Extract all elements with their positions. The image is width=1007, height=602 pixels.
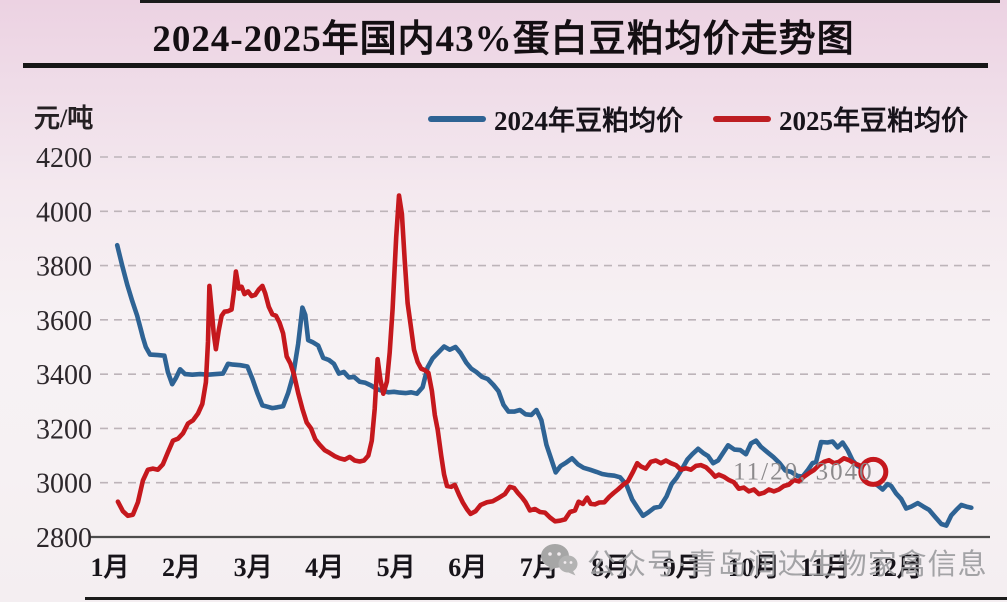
x-tick-label: 8月 [591, 553, 630, 582]
x-tick-label: 2月 [162, 553, 201, 582]
y-tick-label: 3800 [36, 252, 92, 283]
y-tick-label: 3000 [36, 469, 92, 500]
chart-legend: 2024年豆粕均价 2025年豆粕均价 [428, 99, 968, 138]
x-tick-label: 12月 [871, 553, 923, 582]
x-tick-label: 7月 [520, 553, 559, 582]
x-tick-label: 3月 [234, 553, 273, 582]
legend-swatch-2024 [428, 115, 486, 122]
data-point-annotation: 11/20, 3040 [733, 458, 874, 485]
legend-label-2024: 2024年豆粕均价 [494, 106, 683, 136]
legend-item-2024: 2024年豆粕均价 [428, 99, 683, 138]
chart-title: 2024-2025年国内43%蛋白豆粕均价走势图 [152, 19, 855, 60]
y-tick-label: 4000 [36, 197, 92, 228]
series-line-2025 [115, 193, 876, 524]
bottom-border-line [85, 597, 1007, 600]
x-tick-label: 11月 [800, 553, 851, 582]
y-tick-label: 2800 [36, 523, 92, 554]
legend-item-2025: 2025年豆粕均价 [713, 99, 968, 138]
series-end-marker [858, 456, 889, 487]
legend-swatch-2025 [713, 115, 771, 122]
legend-label-2025: 2025年豆粕均价 [779, 106, 968, 136]
series-line-2024 [114, 242, 974, 528]
title-underline [23, 63, 988, 68]
x-tick-label: 1月 [90, 553, 129, 582]
x-tick-label: 4月 [305, 553, 344, 582]
x-tick-label: 6月 [448, 553, 487, 582]
x-tick-label: 10月 [728, 553, 780, 582]
y-tick-label: 4200 [36, 143, 92, 174]
x-tick-label: 5月 [377, 553, 416, 582]
y-axis-unit-label: 元/吨 [34, 104, 94, 133]
x-tick-label: 9月 [663, 553, 702, 582]
y-tick-label: 3400 [36, 360, 92, 391]
top-border-line [140, 0, 1000, 3]
y-tick-label: 3200 [36, 414, 92, 445]
y-tick-label: 3600 [36, 306, 92, 337]
